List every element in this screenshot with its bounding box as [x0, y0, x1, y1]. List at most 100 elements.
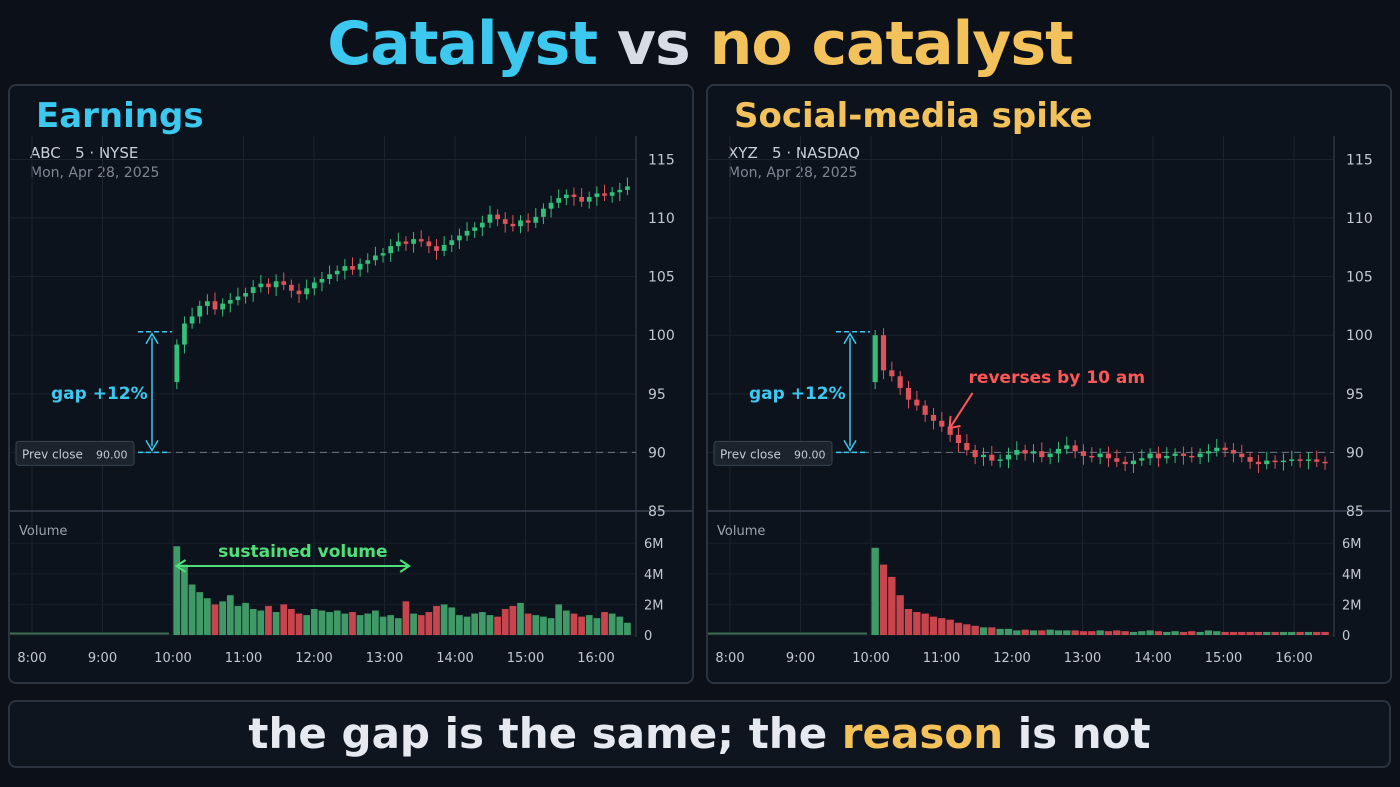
- volume-bar: [226, 595, 234, 635]
- candle-body: [350, 266, 355, 270]
- chart-date: Mon, Apr 28, 2025: [728, 165, 858, 181]
- social-spike-panel: Social-media spike XYZ 5 · NASDAQ Mon, A…: [706, 84, 1392, 684]
- volume-bar: [896, 595, 904, 635]
- candle-body: [235, 296, 241, 301]
- candle-body: [388, 246, 394, 254]
- candle-body: [1197, 453, 1203, 458]
- candle-body: [1205, 451, 1212, 454]
- volume-bar: [979, 627, 988, 635]
- volume-bar: [593, 618, 601, 635]
- volume-bar: [1104, 631, 1113, 635]
- prev-close-box: [15, 440, 135, 466]
- headline-catalyst: Catalyst: [327, 9, 598, 79]
- candle-body: [571, 194, 577, 197]
- x-tick-label: 9:00: [786, 651, 815, 666]
- x-tick-label: 16:00: [1275, 651, 1312, 666]
- volume-bar: [1063, 630, 1071, 635]
- x-tick-label: 9:00: [88, 651, 117, 666]
- candle-body: [1114, 458, 1120, 462]
- volume-tick-label: 0: [644, 629, 652, 644]
- candle-body: [227, 300, 233, 304]
- candle-body: [250, 287, 256, 294]
- volume-bar: [188, 584, 196, 635]
- candle-body: [495, 214, 500, 220]
- x-tick-label: 12:00: [295, 651, 332, 666]
- panel-heading-earnings: Earnings: [36, 96, 204, 136]
- candle-body: [327, 274, 332, 279]
- volume-bar: [1188, 631, 1196, 635]
- volume-bar: [1196, 631, 1204, 635]
- volume-bar: [1129, 631, 1138, 635]
- volume-bar: [1279, 631, 1288, 635]
- gap-arrow-head-up: [843, 332, 857, 345]
- candle-body: [457, 235, 462, 241]
- ticker-interval: 5: [75, 144, 85, 162]
- candle-body: [1214, 447, 1220, 452]
- volume-bar: [1046, 629, 1054, 635]
- candle-body: [579, 196, 584, 202]
- gap-label: gap +12%: [51, 384, 148, 404]
- volume-bar: [387, 615, 395, 635]
- candle-body: [548, 202, 554, 209]
- candle-body: [518, 220, 523, 227]
- candle-body: [311, 282, 317, 289]
- x-tick-label: 12:00: [993, 651, 1030, 666]
- volume-bar: [234, 605, 242, 635]
- x-tick-label: 15:00: [1205, 651, 1242, 666]
- volume-bar: [570, 613, 578, 635]
- prev-close-box: [713, 440, 833, 466]
- candle-body: [594, 193, 600, 197]
- volume-bar: [478, 612, 486, 635]
- footer-reason: reason: [841, 709, 1004, 758]
- volume-pane-label: Volume: [717, 524, 765, 539]
- grid: [10, 136, 636, 636]
- candle-body: [1289, 459, 1295, 461]
- candle-body: [395, 241, 401, 247]
- candle-body: [1064, 445, 1070, 449]
- gap-arrow-head-down: [843, 440, 857, 452]
- headline-vs: vs: [597, 9, 710, 79]
- earnings-chart: 85 90 95 100 105 110 115 0 2M 4M 6M 8:00 9:00 10:00 11…: [10, 136, 692, 666]
- candle-body: [997, 459, 1003, 461]
- y-tick-label: 110: [1346, 211, 1373, 227]
- candle-body: [197, 305, 203, 317]
- volume-bar: [888, 576, 896, 635]
- volume-pane-label: Volume: [19, 524, 67, 539]
- volume-bar: [463, 616, 471, 635]
- candle-body: [1172, 453, 1178, 456]
- volume-bar: [333, 610, 341, 635]
- candle-body: [922, 405, 928, 415]
- volume-bar: [1096, 630, 1104, 635]
- candle-body: [1314, 459, 1320, 462]
- candle-body: [342, 266, 348, 271]
- candle-body: [914, 399, 920, 406]
- headline-no-catalyst: no catalyst: [709, 9, 1074, 79]
- volume-bar: [288, 608, 295, 635]
- volume-bar: [1163, 631, 1171, 635]
- volume-bar: [1263, 631, 1271, 635]
- candle-body: [273, 281, 279, 288]
- candle-body: [510, 223, 516, 227]
- volume-bar: [402, 601, 410, 635]
- candle-body: [334, 270, 340, 275]
- candle-body: [174, 344, 180, 383]
- gap-label: gap +12%: [749, 384, 846, 404]
- volume-bar: [963, 624, 971, 635]
- candle-body: [243, 293, 248, 297]
- volume-bar: [988, 627, 996, 635]
- volume-bar: [532, 615, 540, 635]
- sustained-volume-arrow-right-head: [399, 559, 411, 573]
- volume-tick-label: 4M: [1342, 568, 1362, 583]
- volume-bar: [1146, 630, 1154, 635]
- volume-bar: [1071, 630, 1079, 635]
- footer-text-end: is not: [1003, 709, 1151, 758]
- y-tick-label: 110: [648, 211, 675, 227]
- volume-bar: [913, 612, 921, 635]
- volume-tick-label: 2M: [644, 598, 664, 613]
- prev-close-value: 90.00: [794, 448, 826, 461]
- candle-body: [1280, 460, 1287, 463]
- volume-bar: [1204, 630, 1213, 635]
- x-tick-label: 10:00: [154, 651, 191, 666]
- volume-bar: [1171, 631, 1179, 635]
- volume-bar: [540, 616, 547, 635]
